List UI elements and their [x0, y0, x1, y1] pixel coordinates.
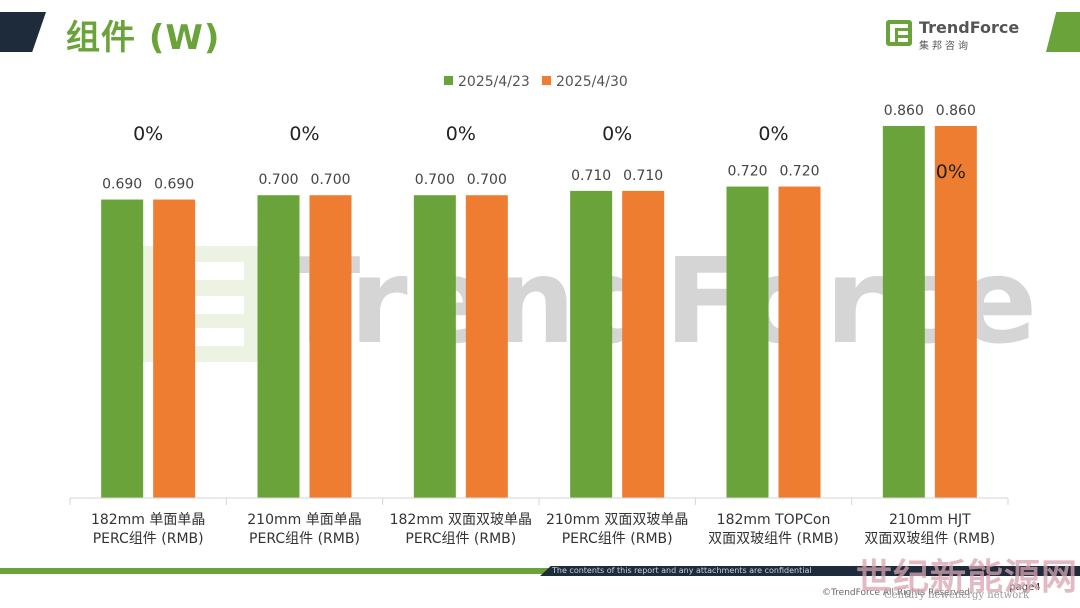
- change-label: 0%: [446, 123, 476, 145]
- x-axis-labels: 182mm 单面单晶 PERC组件 (RMB) 210mm 单面单晶 PERC组件 (…: [91, 512, 995, 547]
- x-axis-label: 210mm 单面单晶: [247, 512, 361, 528]
- chart-legend: 2025/4/23 2025/4/30: [444, 74, 628, 90]
- x-axis-label: PERC组件 (RMB): [249, 531, 360, 547]
- x-axis-label: PERC组件 (RMB): [405, 531, 516, 547]
- bar: [257, 195, 300, 499]
- bar-value-label: 0.690: [102, 177, 142, 193]
- legend-swatch: [444, 76, 453, 85]
- change-label: 0%: [936, 161, 966, 183]
- bar-value-label: 0.710: [571, 168, 611, 184]
- bar: [309, 195, 352, 499]
- bar: [726, 186, 769, 498]
- legend-swatch: [542, 76, 551, 85]
- bar-value-label: 0.700: [415, 172, 455, 188]
- bar-value-label: 0.700: [310, 172, 350, 188]
- footer-bar: [0, 568, 1080, 574]
- x-axis-label: 双面双玻组件 (RMB): [864, 531, 995, 547]
- footer-notice: The contents of this report and any atta…: [552, 566, 812, 575]
- legend-label: 2025/4/23: [458, 74, 530, 90]
- bar-value-label: 0.720: [779, 164, 819, 180]
- bar-value-label: 0.700: [467, 172, 507, 188]
- brand-subtitle: 集邦咨询: [919, 41, 971, 52]
- bar: [153, 199, 196, 498]
- change-label: 0%: [758, 123, 788, 145]
- brand-name: TrendForce: [919, 18, 1020, 37]
- bar: [413, 195, 456, 499]
- bar: [101, 199, 144, 498]
- x-axis-ticks: [69, 498, 1009, 505]
- x-axis-label: 双面双玻组件 (RMB): [708, 531, 839, 547]
- legend-label: 2025/4/30: [556, 74, 628, 90]
- watermark-site-subtitle: Century newenergy network: [884, 590, 1030, 601]
- bar: [778, 186, 821, 498]
- bar-value-label: 0.690: [154, 177, 194, 193]
- footer-band: [540, 566, 1080, 576]
- bar: [570, 190, 613, 498]
- bar-series-group: 0.690 0.690 0% 0.700 0.700 0% 0.700 0.700 0% 0.71…: [101, 103, 977, 499]
- watermark-site-name: 世纪新能源网: [856, 557, 1079, 598]
- bar-value-label: 0.860: [936, 103, 976, 119]
- change-label: 0%: [602, 123, 632, 145]
- change-label: 0%: [289, 123, 319, 145]
- copyright-text: ©TrendForce All Rights Reserved: [822, 588, 970, 598]
- x-axis-label: 182mm 单面单晶: [91, 512, 205, 528]
- x-axis-label: 182mm 双面双玻单晶: [390, 512, 532, 528]
- change-label: 0%: [133, 123, 163, 145]
- bar: [882, 126, 925, 498]
- x-axis-label: 210mm HJT: [889, 512, 971, 528]
- bar: [622, 190, 665, 498]
- bar-value-label: 0.710: [623, 168, 663, 184]
- page-title: 组件 (W): [66, 18, 221, 58]
- page-number: page4: [1009, 582, 1041, 593]
- bar-value-label: 0.860: [884, 103, 924, 119]
- brand-logo: TrendForce 集邦咨询: [886, 18, 1026, 52]
- bar: [934, 126, 977, 498]
- x-axis-label: 182mm TOPCon: [717, 512, 831, 528]
- bar-value-label: 0.700: [258, 172, 298, 188]
- trendforce-logo-icon: [886, 20, 912, 46]
- x-axis-label: PERC组件 (RMB): [93, 531, 204, 547]
- x-axis-label: 210mm 双面双玻单晶: [546, 512, 688, 528]
- x-axis-label: PERC组件 (RMB): [562, 531, 673, 547]
- bar-value-label: 0.720: [727, 164, 767, 180]
- bar: [465, 195, 508, 499]
